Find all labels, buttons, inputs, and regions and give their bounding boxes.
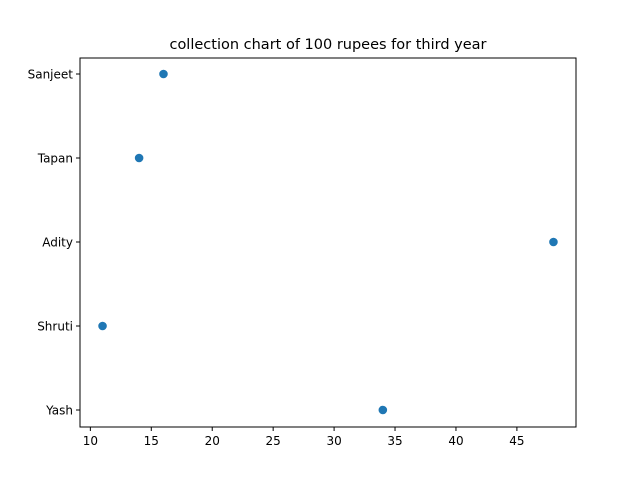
x-tick-label: 20	[205, 434, 220, 448]
data-point-shruti	[98, 321, 107, 331]
data-point-yash	[378, 405, 388, 415]
x-tick-label: 45	[509, 434, 524, 448]
x-tick-label: 35	[387, 434, 402, 448]
x-tick-label: 30	[326, 434, 341, 448]
x-tick-label: 25	[266, 434, 281, 448]
x-tick-label: 10	[83, 434, 98, 448]
y-tick-label: Sanjeet	[28, 68, 74, 82]
chart-title: collection chart of 100 rupees for third…	[169, 37, 486, 53]
data-point-sanjeet	[159, 69, 168, 79]
y-tick-label: Yash	[45, 404, 73, 418]
x-tick-label: 40	[448, 434, 463, 448]
data-point-adity	[549, 237, 558, 247]
y-tick-label: Shruti	[37, 320, 73, 334]
x-axis: 10 15 20 25 30 35 40 45	[83, 427, 525, 448]
data-point-tapan	[134, 153, 144, 163]
x-tick-label: 15	[144, 434, 159, 448]
plot-frame	[79, 57, 577, 428]
y-axis: Yash Shruti Adity Tapan Sanjeet	[28, 68, 80, 418]
data-points	[98, 69, 558, 415]
y-tick-label: Tapan	[37, 152, 73, 166]
y-tick-label: Adity	[42, 236, 73, 250]
